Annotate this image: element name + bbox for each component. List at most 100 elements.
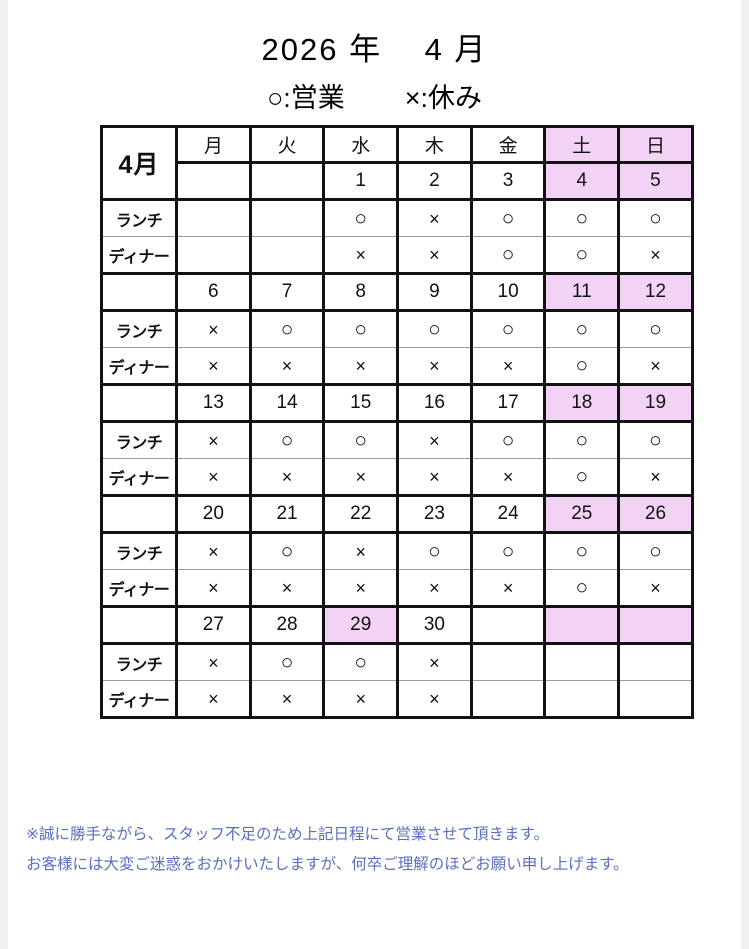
date-row-label-spacer bbox=[100, 272, 178, 312]
lunch-label: ランチ bbox=[115, 323, 163, 341]
date-cell-30: 30 bbox=[396, 605, 473, 645]
status-open-mark: ○ bbox=[543, 421, 621, 459]
date-number: 30 bbox=[423, 614, 445, 635]
status-open-mark: ○ bbox=[469, 421, 547, 459]
lunch-label-cell: ランチ bbox=[100, 310, 178, 348]
date-cell-22: 22 bbox=[322, 494, 400, 534]
date-cell-16: 16 bbox=[396, 383, 473, 423]
status-closed-mark: × bbox=[617, 347, 694, 386]
lunch-label: ランチ bbox=[115, 545, 163, 563]
status-symbol: × bbox=[281, 355, 293, 376]
status-symbol: × bbox=[208, 355, 219, 376]
status-symbol: × bbox=[355, 355, 366, 376]
date-cell-10: 10 bbox=[469, 272, 547, 312]
status-closed-mark: × bbox=[248, 680, 326, 718]
status-symbol: ○ bbox=[280, 540, 294, 563]
weekday-label: 木 bbox=[424, 136, 444, 157]
status-closed-mark: × bbox=[322, 347, 400, 386]
status-open-mark: ○ bbox=[543, 199, 621, 237]
date-number: 20 bbox=[202, 503, 224, 524]
date-cell-23: 23 bbox=[396, 494, 473, 534]
status-symbol: ○ bbox=[501, 429, 515, 452]
weekday-header-4: 金 bbox=[469, 125, 547, 163]
date-cell-5: 5 bbox=[617, 161, 694, 201]
status-open-mark: ○ bbox=[469, 236, 547, 275]
date-number: 26 bbox=[644, 503, 667, 524]
status-symbol: ○ bbox=[280, 429, 294, 452]
status-symbol: × bbox=[650, 466, 661, 487]
status-closed-mark: × bbox=[175, 680, 252, 718]
dinner-label-cell: ディナー bbox=[100, 458, 178, 497]
date-cell-27: 27 bbox=[175, 605, 252, 645]
date-number: 8 bbox=[355, 281, 366, 302]
status-symbol: × bbox=[429, 652, 440, 673]
status-empty-cell bbox=[175, 199, 252, 237]
date-cell-12: 12 bbox=[617, 272, 694, 312]
status-closed-mark: × bbox=[248, 569, 326, 608]
lunch-label-cell: ランチ bbox=[100, 421, 178, 459]
status-symbol: × bbox=[650, 244, 661, 265]
date-number: 27 bbox=[202, 614, 224, 635]
dinner-label-cell: ディナー bbox=[100, 236, 178, 275]
lunch-row: ランチ × ○ ○ × ○ ○ ○ bbox=[100, 421, 694, 459]
status-symbol: × bbox=[429, 208, 440, 229]
date-cell-4: 4 bbox=[543, 161, 621, 201]
status-symbol: ○ bbox=[575, 540, 589, 563]
status-closed-mark: × bbox=[396, 569, 473, 608]
status-symbol: ○ bbox=[428, 318, 441, 341]
status-open-mark: ○ bbox=[543, 458, 621, 497]
status-closed-mark: × bbox=[322, 532, 400, 570]
weekday-label: 月 bbox=[203, 136, 223, 157]
status-closed-mark: × bbox=[248, 347, 326, 386]
dinner-label-cell: ディナー bbox=[100, 347, 178, 386]
status-open-mark: ○ bbox=[543, 310, 621, 348]
date-number: 4 bbox=[576, 170, 588, 191]
status-symbol: × bbox=[208, 688, 219, 709]
date-cell-11: 11 bbox=[543, 272, 621, 312]
status-symbol: ○ bbox=[649, 429, 662, 452]
weekday-label: 火 bbox=[277, 136, 297, 157]
date-row: 27 28 29 30 bbox=[100, 605, 694, 645]
dinner-row: ディナー × × × × × ○ × bbox=[100, 458, 694, 497]
date-cell-8: 8 bbox=[322, 272, 400, 312]
status-symbol: × bbox=[208, 466, 219, 487]
date-row: 6 7 8 9 10 11 12 bbox=[100, 272, 694, 312]
date-cell-15: 15 bbox=[322, 383, 400, 423]
status-empty-cell bbox=[617, 680, 694, 718]
status-symbol: × bbox=[355, 466, 366, 487]
date-cell-empty bbox=[543, 605, 621, 645]
date-number: 5 bbox=[650, 170, 661, 191]
status-closed-mark: × bbox=[175, 310, 252, 348]
status-symbol: × bbox=[650, 577, 661, 598]
weekday-header-2: 水 bbox=[322, 125, 400, 163]
status-closed-mark: × bbox=[175, 458, 252, 497]
status-symbol: ○ bbox=[649, 207, 662, 230]
status-closed-mark: × bbox=[396, 236, 473, 275]
status-open-mark: ○ bbox=[543, 532, 621, 570]
lunch-label: ランチ bbox=[115, 212, 163, 230]
lunch-row: ランチ ○ × ○ ○ ○ bbox=[100, 199, 694, 237]
status-symbol: ○ bbox=[501, 207, 515, 230]
calendar-table-wrapper: 4月月火水木金土日 1 2 3 4 5 ランチ ○ × ○ ○ ○ ディナー × × ○ ○ × 6 7 8 9 10 11 1… bbox=[100, 125, 694, 719]
date-cell-empty bbox=[248, 161, 326, 201]
date-cell-2: 2 bbox=[396, 161, 473, 201]
status-closed-mark: × bbox=[396, 680, 473, 718]
status-closed-mark: × bbox=[396, 199, 473, 237]
status-symbol: ○ bbox=[575, 576, 589, 599]
status-closed-mark: × bbox=[469, 569, 547, 608]
date-cell-empty bbox=[469, 605, 547, 645]
lunch-label-cell: ランチ bbox=[100, 643, 178, 681]
footer-line-2: お客様には大変ご迷惑をおかけいたしますが、何卒ご理解のほどお願い申し上げます。 bbox=[26, 856, 629, 873]
date-cell-empty bbox=[617, 605, 694, 645]
status-symbol: × bbox=[429, 355, 440, 376]
weekday-header-row: 4月 月 火 水 木 金 土 日 bbox=[100, 125, 694, 201]
date-cell-19: 19 bbox=[617, 383, 694, 423]
status-symbol: × bbox=[281, 688, 293, 709]
lunch-label: ランチ bbox=[115, 434, 163, 452]
status-symbol: ○ bbox=[649, 540, 662, 563]
status-open-mark: ○ bbox=[543, 236, 621, 275]
status-closed-mark: × bbox=[396, 458, 473, 497]
date-number: 16 bbox=[423, 392, 445, 413]
weekday-header-6: 日 bbox=[617, 125, 694, 163]
date-cell-21: 21 bbox=[248, 494, 326, 534]
